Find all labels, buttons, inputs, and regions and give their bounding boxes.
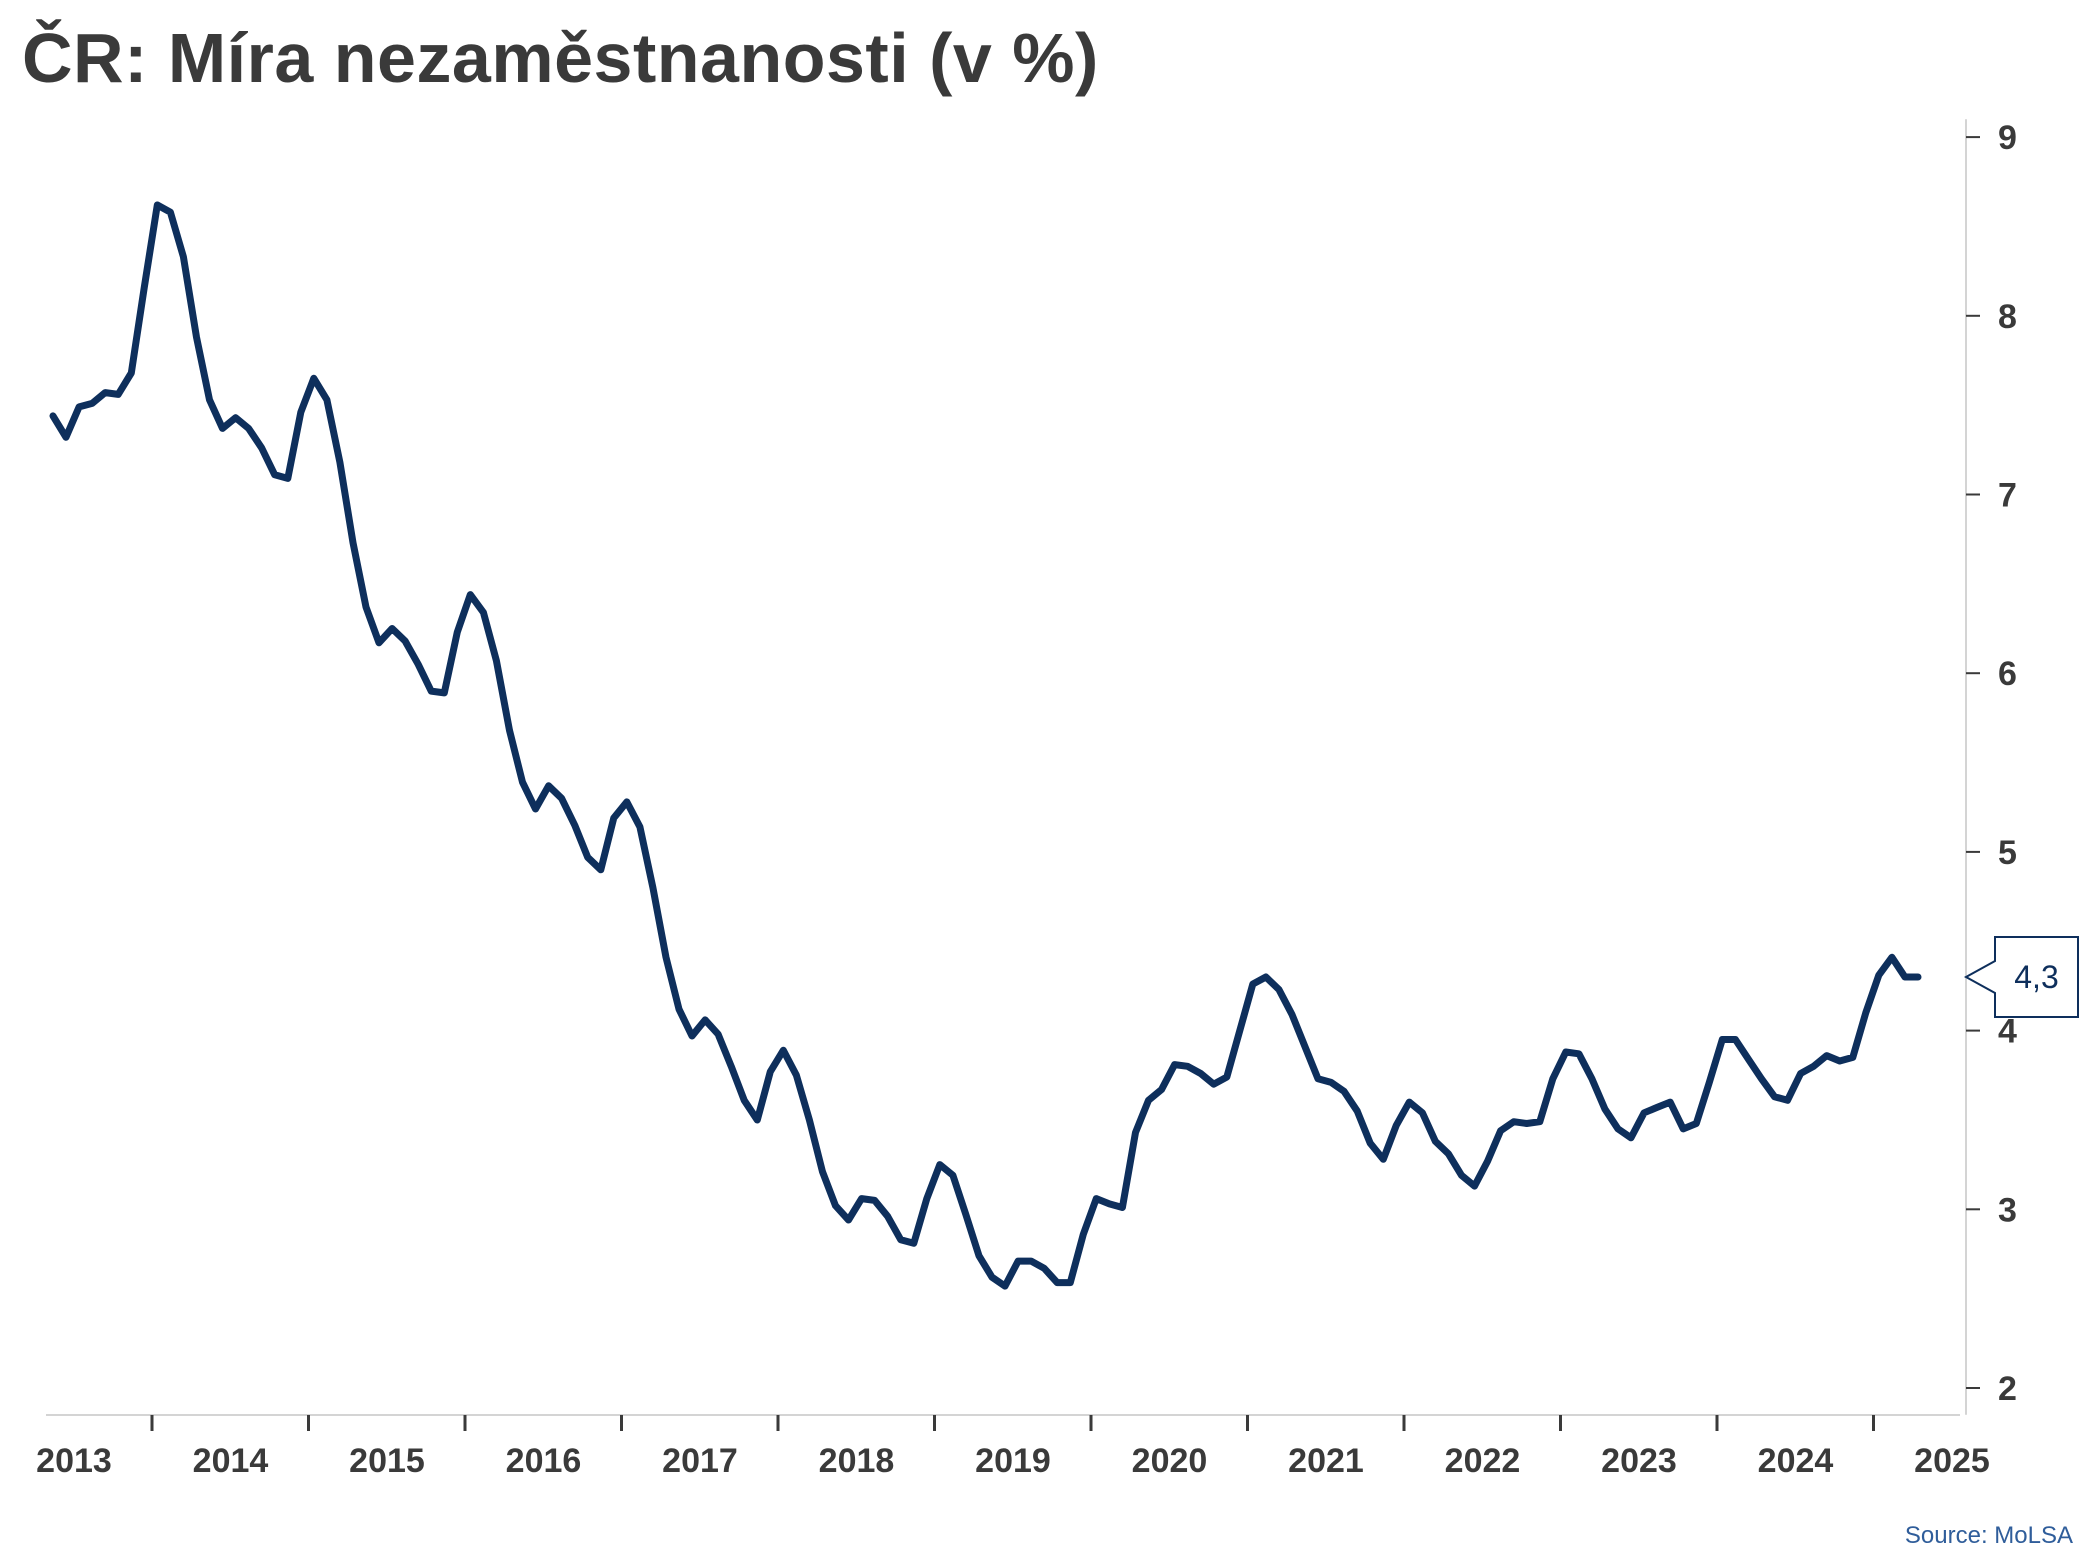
chart-title: ČR: Míra nezaměstnanosti (v %) [22,19,1099,97]
x-tick-label: 2018 [819,1442,895,1480]
x-tick-label: 2021 [1288,1442,1364,1480]
y-tick-label: 2 [1998,1370,2017,1408]
callout-box [1963,935,2079,1018]
y-tick-label: 9 [1998,119,2017,157]
x-tick-label: 2019 [975,1442,1051,1480]
y-tick-label: 3 [1998,1191,2017,1229]
x-tick-label: 2015 [349,1442,425,1480]
y-axis: 2 3 4 5 6 7 8 9 [1965,119,2017,1415]
unemployment-line [49,201,1922,1290]
x-tick-label: 2014 [193,1442,269,1480]
x-tick-label: 2022 [1445,1442,1521,1480]
y-tick-label: 4 [1998,1013,2017,1051]
y-tick-label: 8 [1998,298,2017,336]
last-value-callout: 4,3 [1963,935,2079,1018]
x-tick-label: 2024 [1758,1442,1834,1480]
y-tick-label: 7 [1998,477,2017,515]
x-axis: 2013 2014 2015 2016 2017 2018 2019 2020 2021 2022… [36,1414,1990,1480]
y-tick-label: 6 [1998,655,2017,693]
x-tick-label: 2016 [506,1442,582,1480]
x-tick-label: 2020 [1132,1442,1208,1480]
x-tick-label: 2023 [1601,1442,1677,1480]
series-layer [49,201,1922,1290]
x-tick-label: 2025 [1914,1442,1990,1480]
x-tick-label: 2013 [36,1442,112,1480]
y-tick-label: 5 [1998,834,2017,872]
x-tick-label: 2017 [662,1442,738,1480]
callout-value: 4,3 [2014,959,2058,995]
source-note: Source: MoLSA [1904,1522,2073,1549]
